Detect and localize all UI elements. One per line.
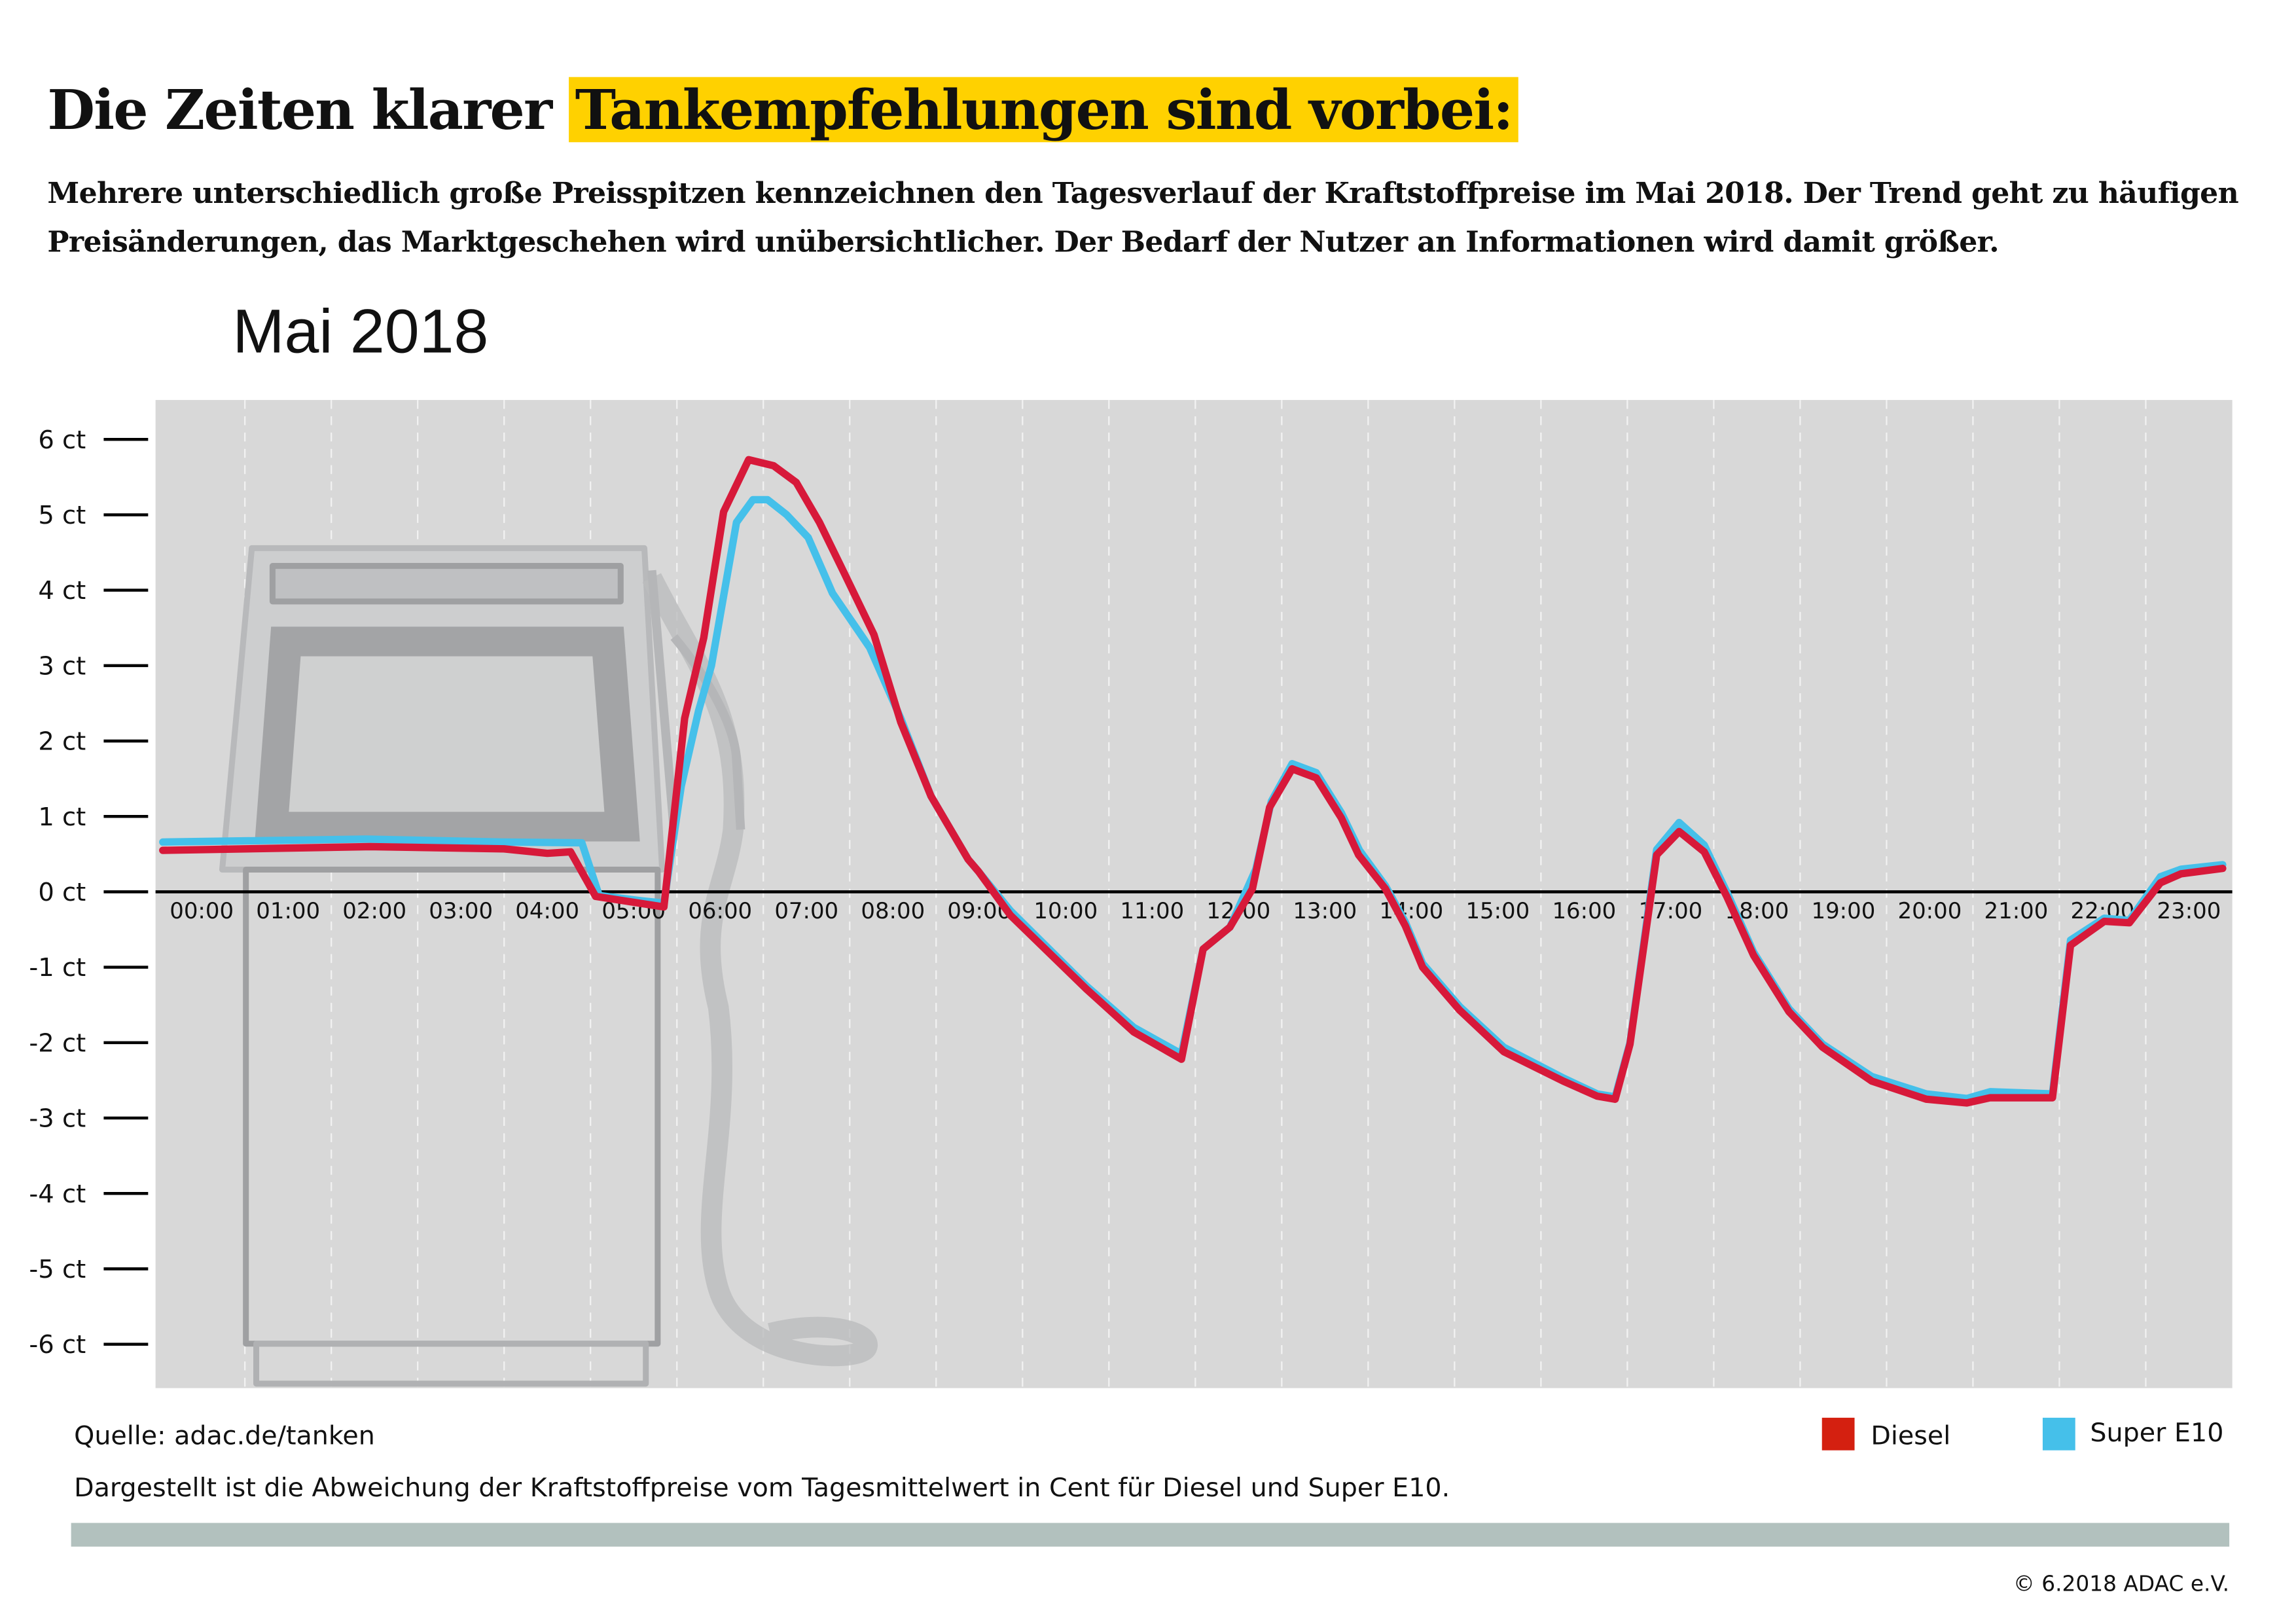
- x-tick-label: 13:00: [1293, 898, 1357, 924]
- month-label: Mai 2018: [232, 296, 489, 367]
- x-tick-label: 04:00: [515, 898, 579, 924]
- x-tick-label: 20:00: [1898, 898, 1962, 924]
- y-tick-label: 3 ct: [38, 651, 86, 681]
- x-tick-label: 08:00: [861, 898, 925, 924]
- y-tick-label: -3 ct: [29, 1104, 86, 1134]
- line-chart: 6 ct 5 ct 4 ct 3 ct 2 ct 1 ct 0 ct -1 ct -2 ct -3…: [29, 400, 2233, 1388]
- legend-label-diesel: Diesel: [1871, 1422, 1951, 1452]
- series-line-diesel: [159, 456, 2227, 1107]
- x-tick-label: 19:00: [1811, 898, 1875, 924]
- headline-highlight: Tankempfehlungen sind vorbei:: [569, 77, 1518, 143]
- x-tick-label: 23:00: [2157, 898, 2221, 924]
- y-tick-label: 5 ct: [38, 501, 86, 530]
- y-axis: 6 ct 5 ct 4 ct 3 ct 2 ct 1 ct 0 ct -1 ct -2 ct -3…: [29, 425, 149, 1360]
- y-tick-label: 4 ct: [38, 576, 86, 605]
- y-tick-label: -6 ct: [29, 1330, 86, 1360]
- series-lines: [159, 456, 2227, 1107]
- x-tick-label: 01:00: [256, 898, 320, 924]
- y-tick-label: 1 ct: [38, 803, 86, 832]
- x-tick-label: 03:00: [429, 898, 493, 924]
- legend-swatch-super-e10: [2042, 1417, 2075, 1451]
- x-tick-label: 21:00: [1984, 898, 2049, 924]
- x-tick-label: 02:00: [342, 898, 406, 924]
- note-text: Dargestellt ist die Abweichung der Kraft…: [74, 1473, 1450, 1504]
- x-tick-label: 16:00: [1552, 898, 1616, 924]
- x-axis: 00:00 01:00 02:00 03:00 04:00 05:00 06:00 07:00…: [170, 898, 2221, 924]
- y-tick-label: 6 ct: [38, 425, 86, 455]
- x-tick-label: 00:00: [170, 898, 234, 924]
- legend-swatch-diesel: [1821, 1417, 1855, 1451]
- y-tick-label: 2 ct: [38, 727, 86, 757]
- series-line-super-e10: [159, 496, 2227, 1102]
- x-tick-label: 11:00: [1120, 898, 1184, 924]
- source-text: Quelle: adac.de/tanken: [74, 1422, 375, 1452]
- y-tick-label: -2 ct: [29, 1028, 86, 1058]
- fuel-pump-illustration: [219, 545, 878, 1387]
- y-tick-label: -1 ct: [29, 953, 86, 983]
- x-tick-label: 07:00: [774, 898, 838, 924]
- legend-label-super-e10: Super E10: [2090, 1419, 2224, 1449]
- headline-plain: Die Zeiten klarer: [47, 77, 569, 143]
- copyright: © 6.2018 ADAC e.V.: [2013, 1573, 2230, 1597]
- x-tick-label: 10:00: [1033, 898, 1098, 924]
- footer-bar: [71, 1523, 2230, 1547]
- y-tick-label: -5 ct: [29, 1255, 86, 1284]
- y-tick-label: 0 ct: [38, 878, 86, 907]
- x-tick-label: 15:00: [1465, 898, 1530, 924]
- x-tick-label: 06:00: [688, 898, 752, 924]
- headline: Die Zeiten klarer Tankempfehlungen sind …: [47, 77, 1518, 143]
- y-tick-label: -4 ct: [29, 1180, 86, 1209]
- subtitle: Mehrere unterschiedlich große Preisspitz…: [47, 176, 2239, 260]
